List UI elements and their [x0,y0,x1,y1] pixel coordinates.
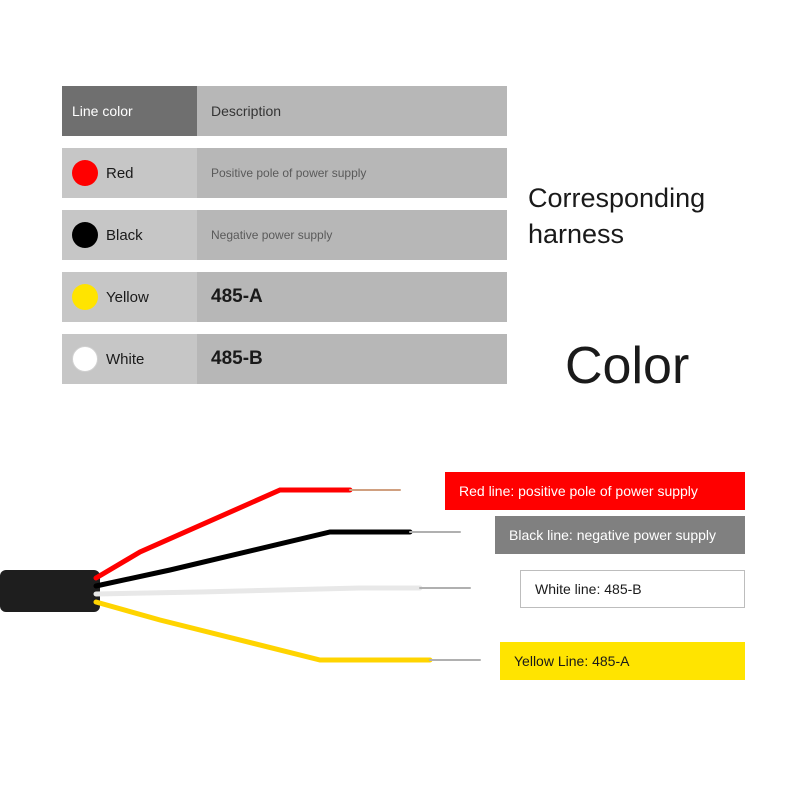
wire-label-white: White line: 485-B [520,570,745,608]
wire-label-red: Red line: positive pole of power supply [445,472,745,510]
color-name: Black [106,227,143,244]
table-cell-color: White [62,334,197,384]
color-name: White [106,351,144,368]
color-swatch [72,284,98,310]
wire-black [96,532,410,586]
wire-harness-diagram: Red line: positive pole of power supply B… [0,460,800,740]
table-header-row: Line color Description [62,86,507,136]
table-cell-description: 485-B [197,334,507,384]
color-name: Red [106,165,134,182]
table-cell-color: Yellow [62,272,197,322]
table-row: White 485-B [62,334,507,384]
heading-line1: Corresponding [528,183,705,213]
wire-label-black: Black line: negative power supply [495,516,745,554]
table-header-left: Line color [62,86,197,136]
color-swatch [72,222,98,248]
table-row: Black Negative power supply [62,210,507,260]
color-swatch [72,346,98,372]
table-cell-description: Negative power supply [197,210,507,260]
heading-line2: harness [528,219,624,249]
wire-color-table: Line color Description Red Positive pole … [62,86,507,384]
table-cell-description: Positive pole of power supply [197,148,507,198]
cable-sheath [0,570,100,612]
wire-yellow [96,602,430,660]
color-name: Yellow [106,289,149,306]
table-row: Yellow 485-A [62,272,507,322]
table-row: Red Positive pole of power supply [62,148,507,198]
table-header-right: Description [197,86,507,136]
heading-corresponding-harness: Corresponding harness [528,180,705,253]
color-swatch [72,160,98,186]
wire-white [96,588,420,594]
heading-color: Color [565,336,689,396]
table-cell-color: Red [62,148,197,198]
wire-label-yellow: Yellow Line: 485-A [500,642,745,680]
table-cell-color: Black [62,210,197,260]
table-cell-description: 485-A [197,272,507,322]
